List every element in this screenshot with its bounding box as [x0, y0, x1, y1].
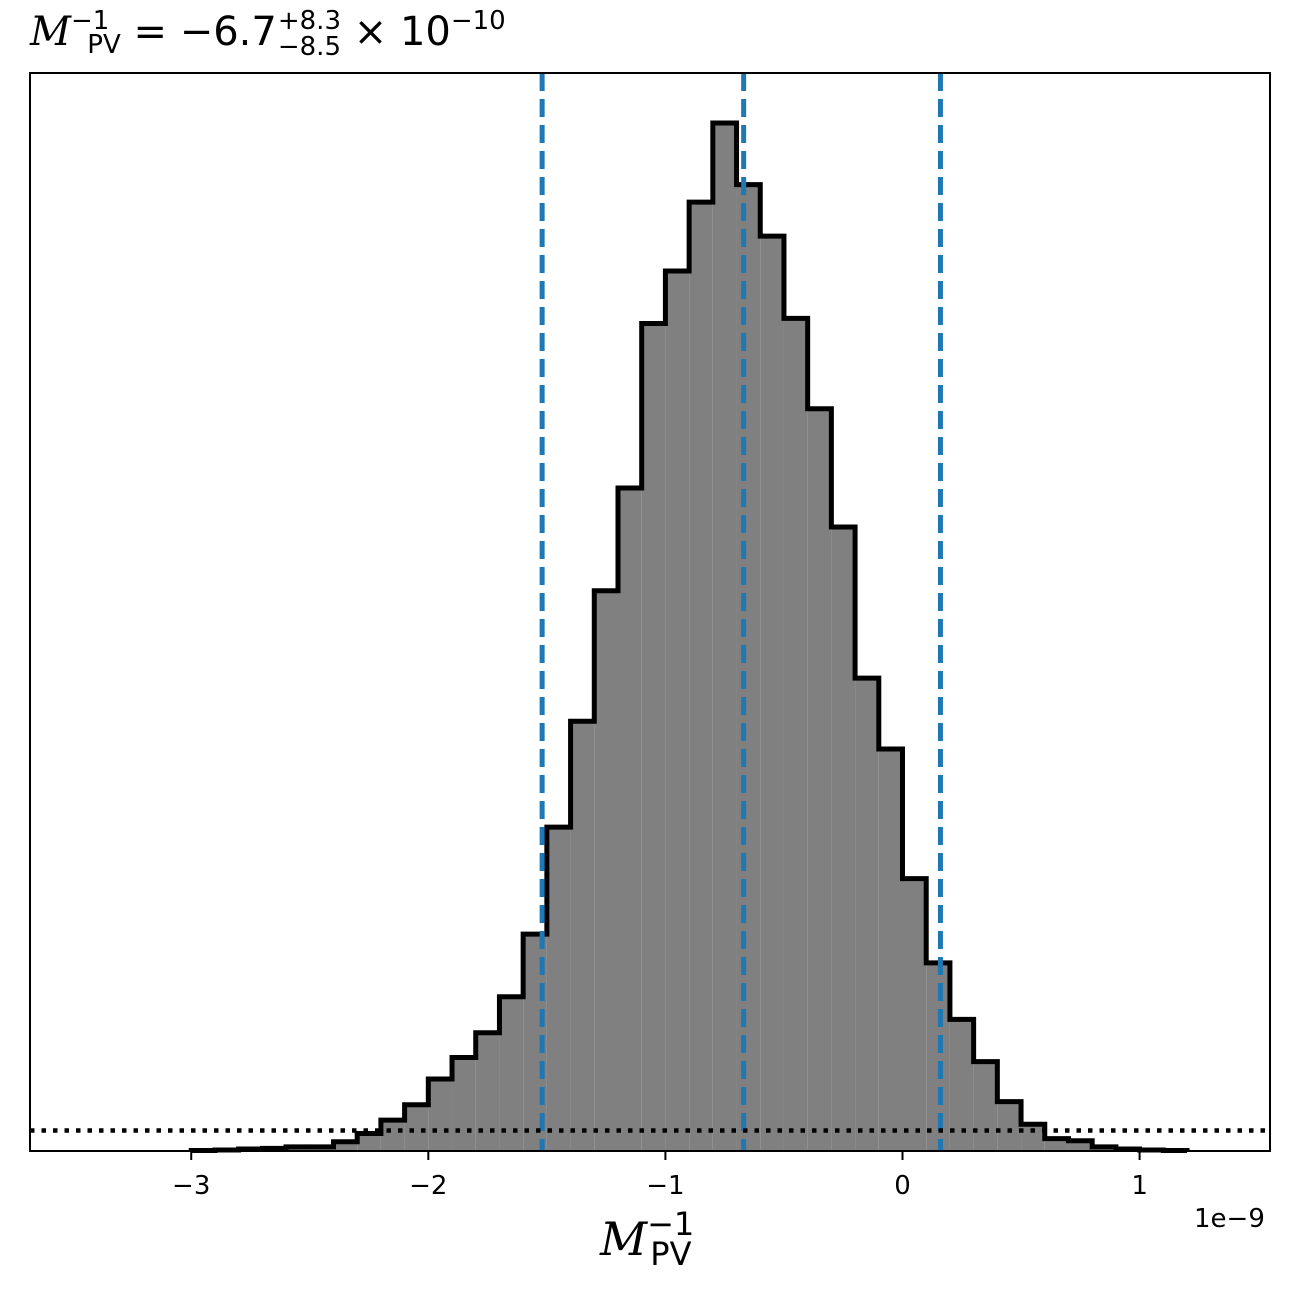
- title-value: −6.7: [179, 9, 277, 55]
- histogram-bar: [902, 878, 927, 1151]
- x-axis-offset-text: 1e−9: [1194, 1204, 1265, 1234]
- histogram-bar: [428, 1079, 453, 1151]
- x-tick-label: −2: [409, 1171, 447, 1201]
- xlabel-sub: PV: [650, 1235, 692, 1273]
- title-plus-error: +8.3: [277, 6, 341, 36]
- histogram-bar: [949, 1019, 974, 1151]
- histogram-bar: [665, 271, 690, 1152]
- title-minus-error: −8.5: [277, 32, 341, 62]
- histogram-bars: [191, 123, 1188, 1152]
- histogram-bar: [783, 318, 808, 1151]
- histogram-bar: [712, 123, 737, 1151]
- histogram-bar: [475, 1032, 500, 1151]
- x-tick-label: −1: [646, 1171, 684, 1201]
- histogram-bar: [641, 323, 666, 1152]
- histogram-bar: [689, 202, 713, 1151]
- histogram-step-outline: [188, 120, 1190, 1153]
- x-axis-ticks: −3 −2 −1 0 1: [172, 1151, 1148, 1201]
- histogram-bar: [380, 1120, 405, 1151]
- histogram-bar: [926, 962, 950, 1151]
- histogram-bar: [452, 1057, 476, 1151]
- title-symbol: M: [30, 9, 71, 55]
- x-axis-label: M−1PV: [600, 1205, 695, 1273]
- title-equals: =: [120, 9, 180, 55]
- histogram-bar: [973, 1061, 998, 1151]
- histogram-bar: [617, 487, 642, 1151]
- histogram-bar: [546, 827, 571, 1151]
- title-symbol-sub: PV: [87, 30, 121, 60]
- title-times: × 10: [341, 9, 451, 55]
- x-tick-label: 1: [1131, 1171, 1148, 1201]
- histogram-bar: [807, 408, 832, 1151]
- x-tick-label: −3: [172, 1171, 210, 1201]
- xlabel-sup: −1: [647, 1205, 695, 1243]
- histogram-bar: [404, 1104, 429, 1151]
- histogram-bar: [760, 236, 784, 1151]
- histogram-bar: [1044, 1138, 1069, 1151]
- histogram-bar: [1021, 1124, 1045, 1151]
- x-tick-label: 0: [894, 1171, 911, 1201]
- title-exponent: −10: [450, 6, 506, 36]
- histogram-bar: [333, 1141, 358, 1151]
- plot-frame: [29, 72, 1271, 1152]
- histogram-bar: [997, 1101, 1022, 1151]
- quantile-lines: [539, 73, 943, 1151]
- histogram-bar: [831, 527, 856, 1151]
- histogram-bar: [1068, 1140, 1093, 1151]
- title-symbol-sup: −1: [70, 6, 110, 36]
- xlabel-symbol: M: [600, 1212, 648, 1266]
- histogram-bar: [594, 590, 618, 1151]
- histogram-bar: [878, 749, 903, 1151]
- histogram-bar: [357, 1133, 381, 1151]
- chart-title: M−1PV = −6.7 +8.3 −8.5 × 10−10: [30, 6, 506, 60]
- histogram-bar: [736, 184, 761, 1151]
- histogram-bar: [570, 721, 595, 1151]
- title-errors: +8.3 −8.5: [278, 8, 341, 60]
- histogram-bar: [855, 678, 879, 1151]
- histogram-bar: [499, 996, 524, 1151]
